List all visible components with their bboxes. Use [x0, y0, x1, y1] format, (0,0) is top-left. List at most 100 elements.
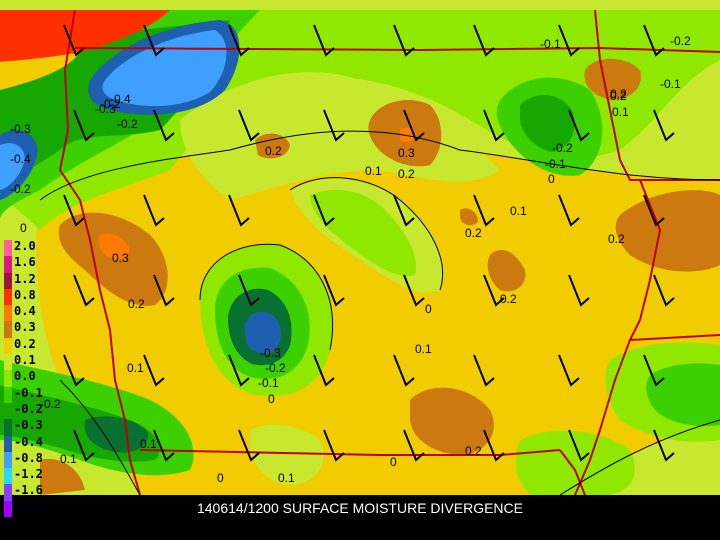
- legend-item: -0.3: [2, 419, 43, 436]
- wind-barb: [153, 109, 175, 142]
- contour-label: 0: [20, 221, 27, 235]
- contour-label: 0: [390, 455, 397, 469]
- wind-barb: [568, 109, 590, 142]
- legend-label: -2.0: [14, 499, 43, 514]
- legend-item: 1.6: [2, 256, 36, 273]
- legend-item: -0.4: [2, 435, 43, 452]
- legend-label: -0.4: [14, 434, 43, 449]
- contour-label: 0.2: [500, 292, 517, 306]
- field-orange-e: [615, 190, 720, 272]
- legend-swatch: [4, 500, 12, 518]
- contour-label: -0.2: [100, 97, 121, 111]
- legend-swatch: [4, 370, 12, 387]
- field-green-ne-inner: [520, 94, 575, 152]
- wind-barb: [238, 274, 260, 307]
- wind-barb: [643, 24, 665, 57]
- field-orange-ne: [584, 58, 641, 100]
- contour-label: -0.2: [117, 117, 138, 131]
- wind-barb: [568, 274, 590, 307]
- wind-barb: [228, 24, 250, 57]
- wind-barb: [73, 274, 95, 307]
- legend-swatch: [4, 288, 12, 306]
- wind-barb: [323, 109, 345, 142]
- field-green-center-2: [310, 190, 416, 276]
- legend-item: 1.2: [2, 271, 36, 289]
- field-orange-corner: [0, 52, 80, 90]
- legend-item: -1.2: [2, 468, 43, 485]
- field-orange-small: [255, 133, 290, 159]
- contour-label: 0.2: [610, 89, 627, 103]
- border-west: [58, 9, 141, 496]
- legend-swatch: [4, 337, 12, 355]
- contour-label: 0.2: [465, 444, 482, 458]
- legend-swatch: [4, 321, 12, 338]
- legend-swatch: [4, 435, 12, 452]
- legend-item: -0.2: [2, 402, 43, 420]
- wind-barb: [393, 24, 415, 57]
- wind-barb: [483, 274, 505, 307]
- contour-label: 0.2: [398, 167, 415, 181]
- wind-barb: [323, 429, 345, 462]
- wind-barb: [558, 354, 580, 387]
- wind-barb: [643, 194, 665, 227]
- legend-swatch: [4, 386, 12, 403]
- contour-label: 0.2: [128, 297, 145, 311]
- legend-label: 2.0: [14, 239, 36, 253]
- wind-barb: [653, 274, 675, 307]
- legend-item: 0.4: [2, 304, 36, 322]
- legend-item: -0.8: [2, 451, 43, 469]
- wind-barb: [63, 194, 85, 227]
- legend-swatch: [4, 256, 12, 273]
- legend-swatch: [4, 354, 12, 371]
- field-orange-left-inner: [98, 233, 130, 260]
- contour-label: 0.3: [398, 146, 415, 160]
- wind-barb: [73, 429, 95, 462]
- wind-barb: [313, 24, 335, 57]
- legend-label: -0.2: [14, 401, 43, 416]
- legend-item: 2.0: [2, 239, 36, 257]
- wind-barb: [313, 354, 335, 387]
- wind-barb: [228, 194, 250, 227]
- wind-barb: [558, 194, 580, 227]
- legend-label: 0.3: [14, 320, 36, 335]
- wind-barb: [403, 429, 425, 462]
- wind-barb: [483, 109, 505, 142]
- field-orange-mid: [487, 250, 526, 292]
- legend-item: -2.0: [2, 500, 43, 518]
- contour-label: 0.1: [278, 471, 295, 485]
- legend-label: -0.8: [14, 450, 43, 465]
- field-orange-small-2: [460, 208, 478, 226]
- wind-barb: [653, 429, 675, 462]
- field-blue-2-inner: [0, 143, 25, 190]
- legend-swatch: [4, 484, 12, 501]
- contour-label: -0.2: [40, 397, 61, 411]
- contour-label: 0.1: [60, 452, 77, 466]
- wind-barb: [558, 24, 580, 57]
- wind-barb: [403, 109, 425, 142]
- wind-barb: [153, 429, 175, 462]
- contour-label: 0.1: [510, 204, 527, 218]
- legend-swatch: [4, 451, 12, 469]
- legend-label: 0.4: [14, 304, 36, 319]
- legend-swatch: [4, 468, 12, 485]
- wind-barb: [473, 24, 495, 57]
- contour-label: 0: [217, 471, 224, 485]
- contour-label: 0: [268, 392, 275, 406]
- legend-label: 0.0: [14, 369, 36, 384]
- legend-label: 1.2: [14, 271, 36, 286]
- legend-swatch: [4, 240, 12, 257]
- contour-label: -0.1: [258, 376, 279, 390]
- wind-barb: [153, 274, 175, 307]
- contour-label: -0.1: [545, 157, 566, 171]
- wind-barb: [653, 109, 675, 142]
- field-yellow: [36, 131, 720, 495]
- contour-label: -0.4: [110, 92, 131, 106]
- wind-barb: [73, 109, 95, 142]
- legend-label: -1.6: [14, 483, 43, 498]
- contour-label: 0.1: [140, 437, 157, 451]
- contour-label: 0.2: [465, 226, 482, 240]
- contour-label: 0.1: [365, 164, 382, 178]
- legend-swatch: [4, 272, 12, 289]
- contour-label: -0.1: [540, 37, 561, 51]
